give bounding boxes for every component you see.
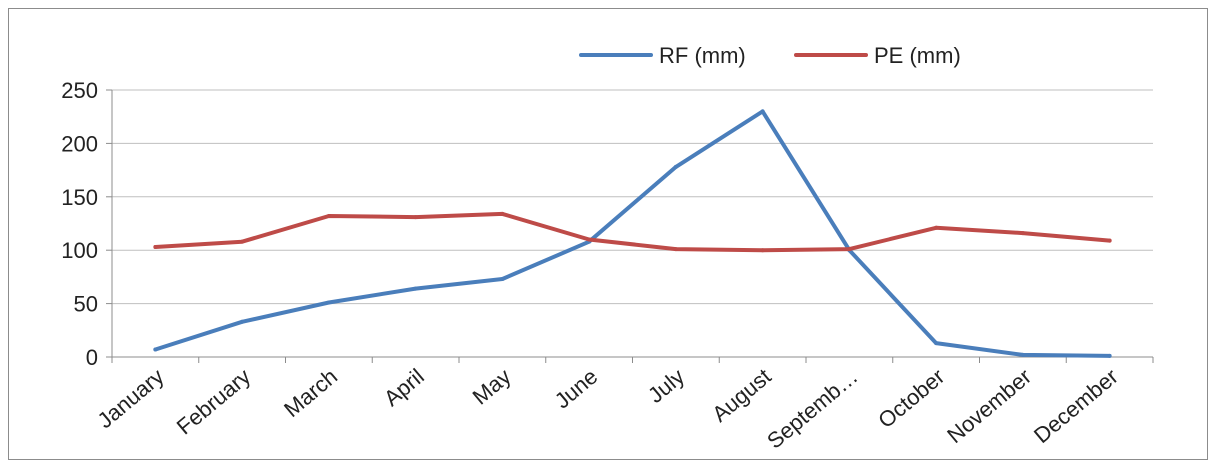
x-tick-label: August: [707, 364, 776, 427]
data-point: [326, 214, 331, 219]
y-tick-label: 0: [86, 345, 98, 370]
y-tick-label: 50: [74, 292, 98, 317]
data-point: [760, 109, 765, 114]
series-lines: [153, 109, 1112, 358]
data-point: [934, 341, 939, 346]
x-tick-label: July: [643, 364, 689, 408]
data-point: [1107, 353, 1112, 358]
data-point: [1107, 238, 1112, 243]
data-point: [587, 237, 592, 242]
x-tick-label: November: [942, 364, 1036, 448]
legend: RF (mm) PE (mm): [579, 43, 961, 68]
data-point: [240, 319, 245, 324]
data-point: [847, 247, 852, 252]
series-line-1: [153, 211, 1112, 253]
y-tick-label: 250: [61, 78, 98, 103]
x-tick-labels: January February March April May June July Augu…: [93, 364, 1123, 454]
series-line-0: [153, 109, 1112, 358]
data-point: [413, 286, 418, 291]
gridlines: [112, 89, 1153, 305]
data-point: [153, 347, 158, 352]
axes: [106, 89, 1154, 363]
x-tick-label: Septemb…: [762, 364, 862, 454]
data-point: [1020, 352, 1025, 357]
x-tick-label: May: [468, 364, 516, 410]
data-point: [326, 300, 331, 305]
y-tick-label: 150: [61, 185, 98, 210]
x-tick-label: June: [550, 364, 603, 414]
y-tick-label: 200: [61, 131, 98, 156]
data-point: [500, 211, 505, 216]
data-point: [240, 239, 245, 244]
y-tick-label: 100: [61, 238, 98, 263]
x-tick-label: March: [279, 364, 342, 422]
legend-label: PE (mm): [874, 43, 961, 68]
data-point: [153, 244, 158, 249]
data-point: [760, 248, 765, 253]
x-tick-label: October: [873, 364, 949, 433]
x-tick-label: January: [93, 364, 169, 433]
data-point: [673, 164, 678, 169]
data-point: [934, 225, 939, 230]
data-point: [673, 247, 678, 252]
x-tick-label: February: [172, 364, 256, 440]
x-tick-label: April: [379, 364, 429, 411]
y-tick-labels: 0 50 100 150 200 250: [61, 78, 98, 370]
data-point: [1020, 231, 1025, 236]
x-tick-label: December: [1029, 364, 1123, 448]
legend-label: RF (mm): [659, 43, 746, 68]
data-point: [413, 215, 418, 220]
data-point: [500, 277, 505, 282]
